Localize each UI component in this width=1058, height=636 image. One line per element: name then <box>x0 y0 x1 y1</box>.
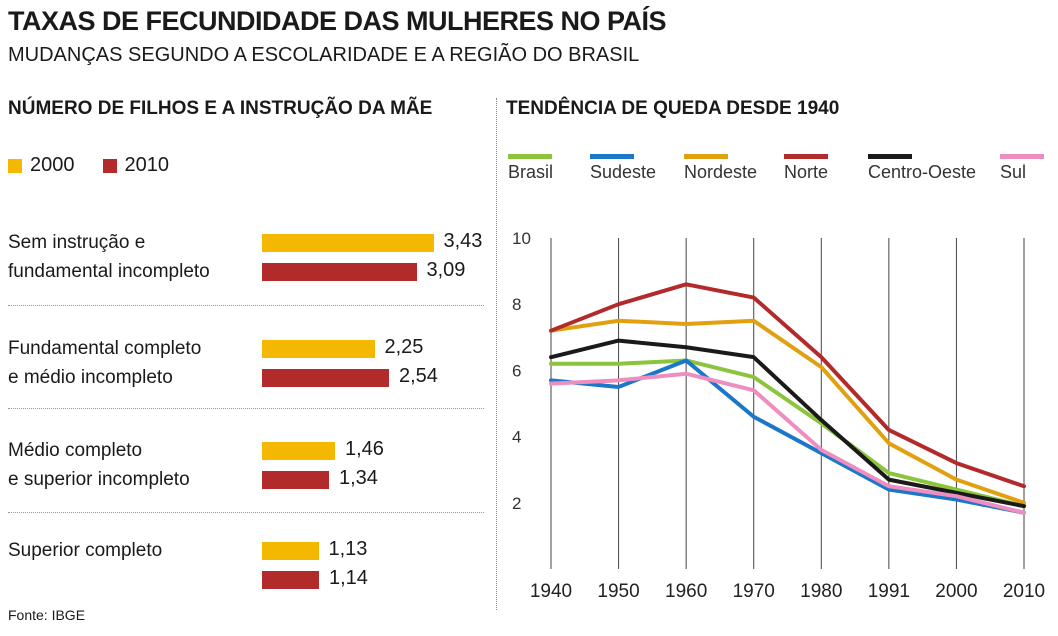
legend-line <box>784 154 828 159</box>
legend-item-2010: 2010 <box>102 154 170 177</box>
category-label-line: Superior completo <box>8 540 163 561</box>
x-tick-label: 1991 <box>868 581 910 602</box>
series-line-brasil <box>549 358 1026 509</box>
x-tick-label: 2000 <box>935 581 977 602</box>
legend-label-2010: 2010 <box>124 154 170 176</box>
bar-value-label: 1,46 <box>345 438 384 460</box>
group-separator <box>8 408 484 409</box>
legend-line <box>508 154 552 159</box>
legend-label: Norte <box>784 162 829 182</box>
x-tick-label: 2010 <box>1003 581 1045 602</box>
legend-label: Centro-Oeste <box>868 162 977 182</box>
bar-2000 <box>262 442 335 460</box>
x-tick-label: 1960 <box>665 581 707 602</box>
legend-item-2000: 2000 <box>8 154 75 177</box>
legend-line <box>590 154 634 159</box>
category-label: Sem instrução e fundamental incompleto <box>8 228 210 286</box>
bar-2010 <box>262 263 417 281</box>
legend-label: Brasil <box>508 162 554 182</box>
series-line-centro-oeste <box>549 338 1026 509</box>
category-label-line: fundamental incompleto <box>8 261 210 282</box>
legend-line <box>868 154 912 159</box>
bar-value-label: 1,14 <box>329 567 368 589</box>
infographic-title: TAXAS DE FECUNDIDADE DAS MULHERES NO PAÍ… <box>8 6 667 36</box>
y-tick-label: 10 <box>512 229 531 248</box>
legend-item: Norte <box>784 154 828 183</box>
series-line-norte <box>549 282 1026 489</box>
group-separator <box>8 305 484 306</box>
legend-label: Sudeste <box>590 162 657 182</box>
x-tick-label: 1940 <box>530 581 572 602</box>
line-chart: 2 4 6 8 10 1940 1950 1960 1970 1980 1991 2000 2010 <box>512 229 1045 602</box>
y-tick-label: 8 <box>512 295 521 314</box>
bar-group: Fundamental completo e médio incompleto 2,… <box>8 334 484 394</box>
bar-value-label: 1,13 <box>328 538 368 560</box>
bar-2010 <box>262 369 389 387</box>
bar-2000 <box>262 234 434 252</box>
bar-chart-legend: 2000 2010 <box>8 154 169 177</box>
bar-2000 <box>262 542 319 560</box>
legend-label-2000: 2000 <box>30 154 75 176</box>
source-note: Fonte: IBGE <box>8 607 86 623</box>
category-label: Médio completo e superior incompleto <box>8 436 190 494</box>
legend-label: Sul <box>1000 162 1027 182</box>
category-label-line: Médio completo <box>8 440 143 461</box>
category-label-line: e superior incompleto <box>8 469 190 490</box>
bar-value-label: 1,34 <box>339 467 378 489</box>
legend-item: Nordeste <box>684 154 757 183</box>
x-tick-label: 1980 <box>800 581 842 602</box>
series-line-sudeste <box>549 358 1026 515</box>
category-label-line: e médio incompleto <box>8 367 173 388</box>
series-line-nordeste <box>549 318 1026 505</box>
bar-value-label: 3,43 <box>443 230 483 252</box>
legend-line <box>1000 154 1044 159</box>
legend-item: Brasil <box>508 154 553 183</box>
bar-chart-title: NÚMERO DE FILHOS E A INSTRUÇÃO DA MÃE <box>8 98 433 119</box>
category-label: Superior completo <box>8 536 162 565</box>
bar-group: Sem instrução e fundamental incompleto 3,4… <box>8 228 484 288</box>
y-tick-label: 2 <box>512 494 521 513</box>
bar-2000 <box>262 340 375 358</box>
bar-value-label: 2,54 <box>399 365 438 387</box>
legend-swatch-2010 <box>102 158 117 173</box>
bar-group: Médio completo e superior incompleto 1,46 1… <box>8 436 484 496</box>
legend-label: Nordeste <box>684 162 758 182</box>
bar-value-label: 2,25 <box>384 336 424 358</box>
bar-value-label: 3,09 <box>426 259 466 281</box>
category-label-line: Sem instrução e <box>8 232 146 253</box>
legend-swatch-2000 <box>8 158 22 173</box>
legend-item: Sul <box>1000 154 1044 183</box>
bar-group: Superior completo 1,13 1,14 <box>8 536 484 596</box>
y-tick-label: 4 <box>512 428 521 447</box>
group-separator <box>8 512 484 513</box>
legend-item: Centro-Oeste <box>868 154 976 183</box>
bar-2010 <box>262 471 329 489</box>
series-line-sul <box>549 371 1026 515</box>
category-label: Fundamental completo e médio incompleto <box>8 334 201 392</box>
infographic-subtitle: MUDANÇAS SEGUNDO A ESCOLARIDADE E A REGI… <box>8 44 640 66</box>
legend-item: Sudeste <box>590 154 656 183</box>
vertical-divider <box>496 98 497 610</box>
line-chart-title: TENDÊNCIA DE QUEDA DESDE 1940 <box>506 98 840 119</box>
bar-2010 <box>262 571 319 589</box>
legend-line <box>684 154 728 159</box>
category-label-line: Fundamental completo <box>8 338 202 359</box>
x-tick-label: 1950 <box>597 581 639 602</box>
x-tick-label: 1970 <box>733 581 775 602</box>
y-tick-label: 6 <box>512 361 521 380</box>
